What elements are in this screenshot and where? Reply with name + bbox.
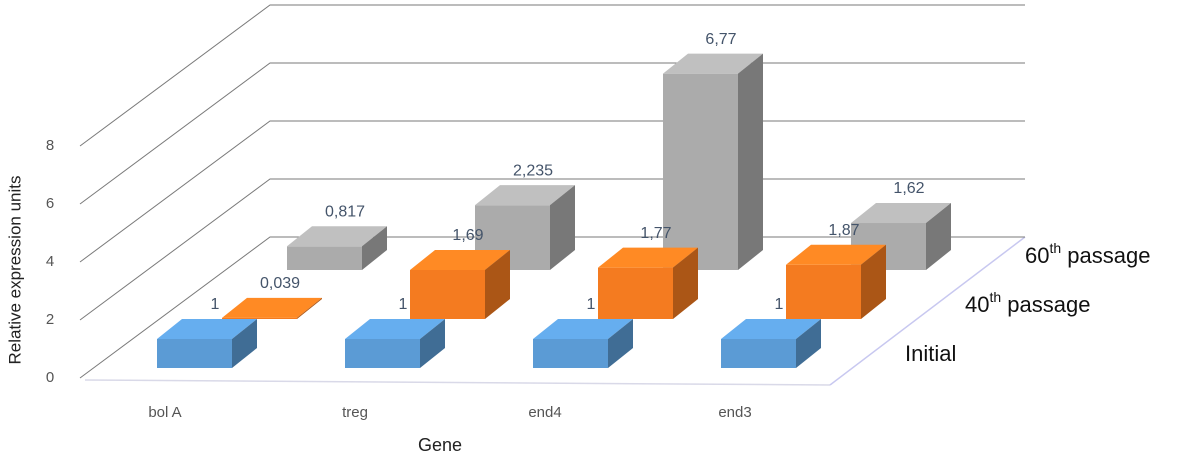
y-tick-label: 6 — [46, 195, 54, 212]
bar-front — [157, 339, 232, 368]
bar-top — [410, 249, 510, 270]
bar-top — [851, 203, 951, 224]
bar — [663, 53, 763, 270]
bar-side — [485, 249, 510, 319]
floor-side-edge — [829, 236, 1026, 386]
bar-top — [721, 319, 821, 339]
bar — [598, 247, 698, 319]
y-axis-title: Relative expression units — [5, 176, 24, 365]
bar-front — [222, 317, 297, 319]
legend-label: 40th passage — [965, 289, 1090, 317]
bar-top — [786, 244, 886, 265]
value-label: 1 — [211, 296, 220, 313]
value-label: 1,87 — [828, 222, 859, 239]
grid-line — [79, 62, 1025, 205]
bar-top — [533, 319, 633, 339]
y-tick-label: 0 — [46, 369, 54, 386]
bar — [475, 185, 575, 270]
bar-front — [287, 246, 362, 270]
bar — [533, 319, 633, 368]
legend-label: 60th passage — [1025, 240, 1150, 268]
bar-front — [598, 267, 673, 319]
x-tick-label: bol A — [148, 404, 181, 421]
value-label: 0,039 — [260, 275, 300, 292]
bar-top — [157, 319, 257, 339]
bar-side — [608, 319, 633, 368]
value-label: 1 — [775, 296, 784, 313]
x-axis-title: Gene — [418, 435, 462, 455]
value-label: 2,235 — [513, 162, 553, 179]
value-label: 1 — [587, 296, 596, 313]
bar — [721, 319, 821, 368]
bar — [157, 319, 257, 368]
bar — [287, 226, 387, 270]
legend-label: Initial — [905, 341, 956, 366]
value-label: 1,69 — [452, 227, 483, 244]
bar-side — [232, 319, 257, 368]
value-label: 1,77 — [640, 225, 671, 242]
bar-side — [550, 185, 575, 270]
bar — [410, 249, 510, 319]
bar-side — [796, 319, 821, 368]
grid-line — [79, 178, 1025, 321]
value-label: 6,77 — [705, 31, 736, 48]
grid-line — [79, 236, 1025, 379]
bar-front — [345, 339, 420, 368]
bar-top — [663, 53, 763, 74]
bar-top — [598, 247, 698, 268]
bar-front — [410, 269, 485, 319]
floor-front-edge — [84, 379, 831, 386]
y-tick-label: 2 — [46, 311, 54, 328]
bar-side — [420, 319, 445, 368]
bar-front — [533, 339, 608, 368]
value-label: 0,817 — [325, 204, 365, 221]
bar-side — [926, 203, 951, 270]
x-tick-label: end3 — [718, 404, 751, 421]
bar-side — [297, 297, 322, 319]
bar-side — [673, 247, 698, 319]
bar — [345, 319, 445, 368]
bar-side — [738, 53, 763, 270]
bar-top — [345, 319, 445, 339]
bar-top — [475, 185, 575, 206]
bar-front — [721, 339, 796, 368]
value-label: 1,62 — [893, 180, 924, 197]
grid-line — [79, 120, 1025, 263]
value-label: 1 — [399, 296, 408, 313]
x-tick-label: treg — [342, 404, 368, 421]
bar-side — [362, 226, 387, 270]
y-tick-label: 8 — [46, 137, 54, 154]
x-tick-label: end4 — [528, 404, 561, 421]
grid-line — [79, 4, 1025, 147]
bar — [786, 244, 886, 319]
bar — [222, 297, 322, 319]
bar-top — [287, 226, 387, 247]
bar-front — [663, 73, 738, 270]
bar-top — [222, 297, 322, 318]
bar-side — [861, 244, 886, 319]
bar-front — [786, 264, 861, 319]
y-tick-label: 4 — [46, 253, 54, 270]
